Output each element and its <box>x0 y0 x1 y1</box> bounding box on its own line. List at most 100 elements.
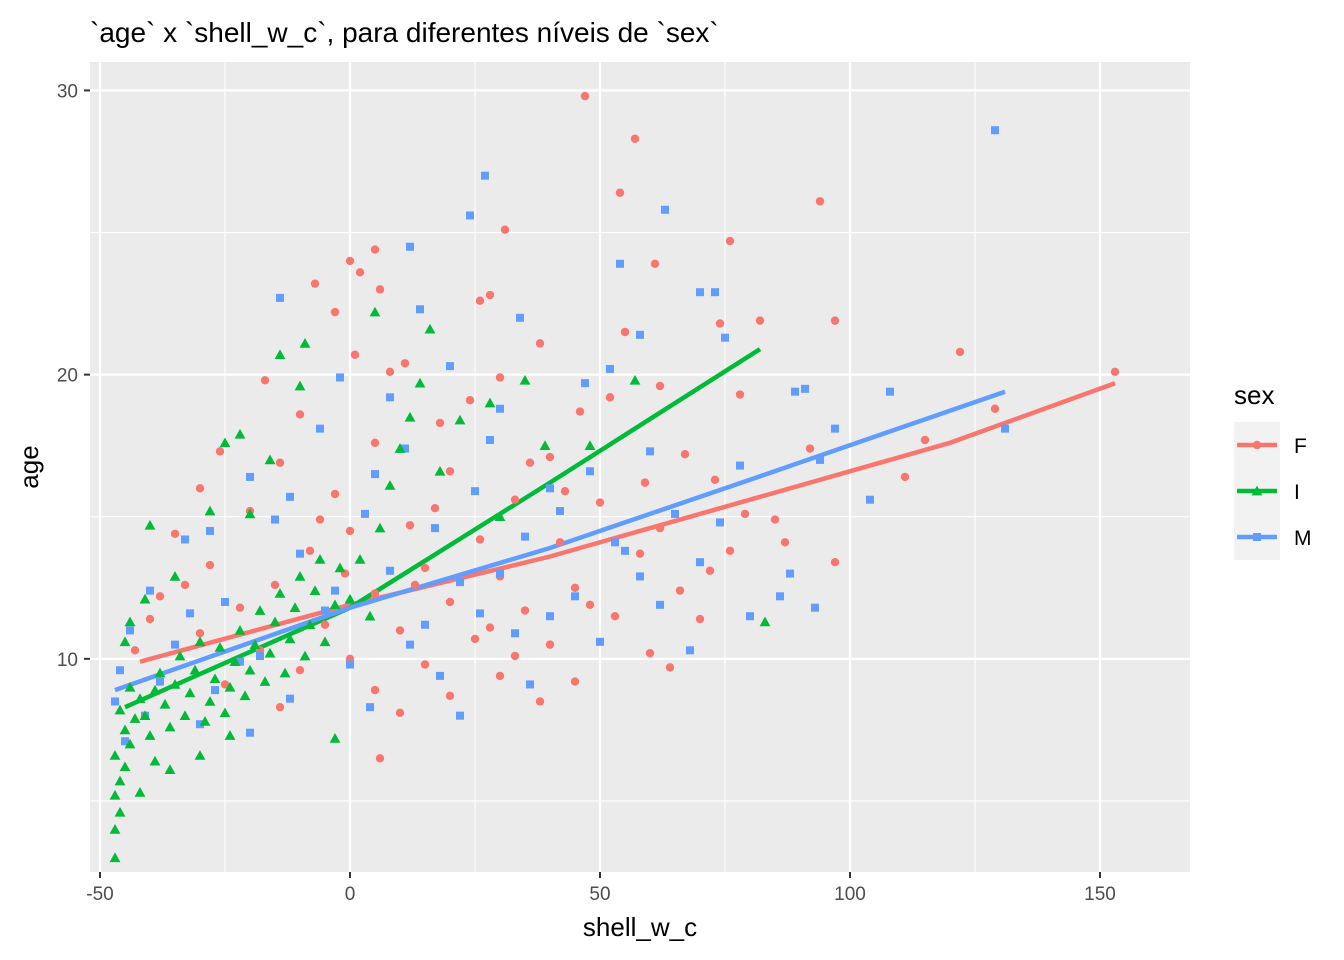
data-point-F <box>755 316 765 325</box>
data-point-M <box>811 603 819 612</box>
data-point-F <box>410 580 420 590</box>
data-point-M <box>386 566 394 575</box>
data-point-I <box>454 414 466 425</box>
data-point-I <box>484 397 496 408</box>
data-point-F <box>305 546 315 556</box>
data-point-F <box>215 447 225 456</box>
data-point-M <box>776 592 784 601</box>
data-point-M <box>801 384 809 393</box>
data-point-F <box>665 663 675 672</box>
data-point-I <box>494 511 506 522</box>
data-point-I <box>584 440 596 451</box>
data-point-M <box>716 518 724 527</box>
x-tick-label: 150 <box>1084 884 1116 905</box>
data-point-I <box>299 650 311 661</box>
data-point-F <box>295 410 305 419</box>
plot-panel <box>90 62 1190 872</box>
data-point-I <box>294 571 306 581</box>
data-point-M <box>991 126 999 135</box>
data-point-F <box>445 597 455 607</box>
data-point-F <box>535 339 545 348</box>
data-point-M <box>586 467 594 476</box>
data-point-F <box>370 245 380 254</box>
data-point-M <box>526 680 534 689</box>
data-point-M <box>276 293 284 302</box>
data-point-M <box>581 379 589 388</box>
data-point-I <box>144 730 156 740</box>
data-point-M <box>496 404 504 413</box>
data-point-M <box>886 387 894 396</box>
data-point-F <box>570 677 580 686</box>
data-point-I <box>364 610 376 621</box>
data-point-F <box>310 279 320 288</box>
data-point-I <box>304 619 316 630</box>
data-point-M <box>516 313 524 322</box>
data-point-F <box>740 509 750 519</box>
data-point-F <box>420 563 430 573</box>
legend-label-I: I <box>1294 481 1300 504</box>
data-point-I <box>149 755 161 766</box>
data-point-F <box>465 396 475 405</box>
data-point-M <box>571 592 579 601</box>
data-point-I <box>219 437 231 448</box>
data-point-F <box>545 640 555 649</box>
data-point-I <box>149 684 161 695</box>
data-point-M <box>616 259 624 268</box>
data-point-F <box>220 680 230 689</box>
data-point-I <box>269 616 281 627</box>
legend-marker-M <box>1253 533 1261 541</box>
major-gridlines <box>90 62 1190 872</box>
data-point-I <box>194 750 206 760</box>
data-point-M <box>1001 424 1009 433</box>
data-point-I <box>249 639 261 649</box>
data-point-M <box>371 470 379 479</box>
data-point-I <box>759 616 771 627</box>
data-point-M <box>436 671 444 680</box>
data-point-I <box>369 306 381 317</box>
data-point-M <box>661 205 669 214</box>
data-point-I <box>134 693 146 703</box>
data-point-M <box>146 586 154 595</box>
data-point-F <box>815 197 825 206</box>
data-point-F <box>520 606 530 615</box>
data-point-I <box>309 585 321 595</box>
data-point-I <box>434 465 446 476</box>
data-point-I <box>284 633 296 644</box>
x-tick-label: 0 <box>345 884 356 905</box>
data-point-M <box>646 447 654 456</box>
data-point-M <box>456 711 464 720</box>
data-point-F <box>435 418 445 428</box>
data-point-F <box>320 620 330 629</box>
data-point-F <box>145 614 155 624</box>
data-point-M <box>221 598 229 606</box>
data-point-M <box>546 484 554 493</box>
data-point-M <box>746 612 754 621</box>
data-point-I <box>169 679 181 689</box>
data-point-I <box>414 377 426 388</box>
data-point-M <box>656 600 664 609</box>
data-point-M <box>556 507 564 516</box>
data-point-F <box>770 515 780 524</box>
data-point-I <box>294 380 306 391</box>
data-point-F <box>920 435 930 445</box>
data-point-M <box>866 495 874 504</box>
data-point-I <box>329 599 341 610</box>
data-point-M <box>406 640 414 649</box>
data-point-M <box>256 652 264 660</box>
data-point-M <box>486 436 494 444</box>
data-point-F <box>695 614 705 624</box>
data-point-F <box>445 467 455 476</box>
data-point-M <box>181 535 189 544</box>
data-point-F <box>615 188 625 197</box>
data-point-F <box>420 660 430 669</box>
data-point-I <box>224 730 236 740</box>
data-point-F <box>395 708 405 718</box>
data-point-F <box>680 450 690 459</box>
trend-line-I <box>124 347 762 710</box>
legend-label-M: M <box>1294 527 1312 550</box>
data-point-F <box>990 404 1000 413</box>
data-point-F <box>370 589 380 598</box>
data-point-I <box>129 713 141 723</box>
data-point-F <box>475 535 485 544</box>
data-point-I <box>189 664 201 675</box>
